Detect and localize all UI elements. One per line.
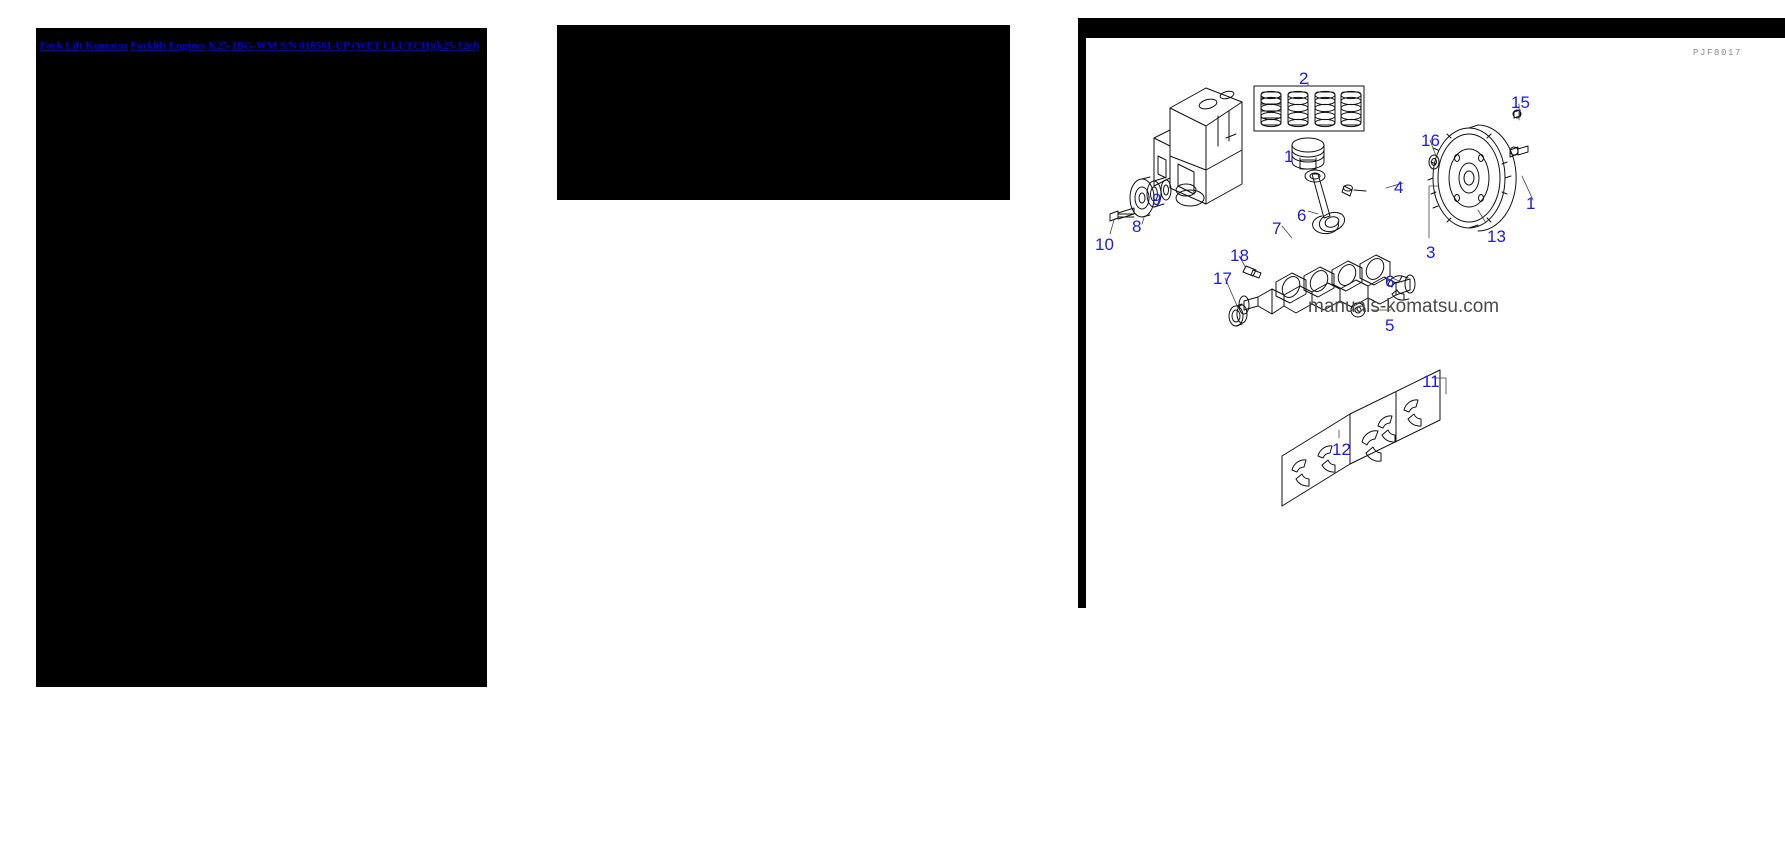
flywheel-bolt-drawing [1509, 109, 1529, 158]
exploded-view-drawing [1109, 81, 1534, 507]
content-panel-middle [557, 25, 1010, 200]
callout-8[interactable]: 8 [1132, 217, 1142, 236]
crank-bolt-drawing [1109, 207, 1135, 222]
cylinder-block-drawing [1153, 87, 1243, 207]
pilot-bearing-drawing [1428, 154, 1440, 170]
callout-11[interactable]: 11 [1422, 372, 1440, 391]
piston-drawing [1291, 137, 1325, 170]
diagram-part-code: PJF8017 [1693, 48, 1743, 58]
main-bearing-set-drawing [1281, 369, 1441, 507]
leader-lines [1109, 81, 1534, 439]
crank-pulley-drawing [1129, 176, 1172, 218]
callout-12[interactable]: 12 [1332, 440, 1351, 459]
callout-1[interactable]: 1 [1284, 147, 1294, 166]
parts-diagram-panel: PJF8017 [1078, 18, 1785, 618]
woodruff-key-drawing [1242, 265, 1262, 279]
connecting-rod-drawing [1304, 169, 1367, 235]
callout-3[interactable]: 3 [1426, 243, 1436, 262]
callout-6-lower[interactable]: 6 [1385, 272, 1395, 291]
flywheel-drawing [1427, 124, 1517, 232]
diagram-header-bar [1085, 18, 1785, 38]
callout-18[interactable]: 18 [1230, 246, 1249, 265]
callout-9[interactable]: 9 [1152, 190, 1162, 209]
callout-5[interactable]: 5 [1385, 316, 1395, 335]
diagram-left-rail [1078, 18, 1086, 608]
callout-13[interactable]: 13 [1487, 227, 1506, 246]
oil-seal-drawing [1228, 303, 1248, 327]
content-panel-left: Fork Lift Komatsu Forklift Engines K25-1BG… [36, 28, 487, 687]
callout-1-flywheel[interactable]: 1 [1526, 194, 1536, 213]
callout-7[interactable]: 7 [1272, 219, 1282, 238]
piston-ring-set-drawing [1253, 85, 1365, 132]
callout-15[interactable]: 15 [1511, 93, 1530, 112]
breadcrumb-link-forklift-engines[interactable]: Forklift Engines [130, 40, 206, 52]
diagram-canvas: 1 2 3 4 5 6 6 7 8 9 10 11 12 13 1 15 16 … [1086, 38, 1785, 618]
callout-4[interactable]: 4 [1394, 178, 1404, 197]
callout-10[interactable]: 10 [1095, 235, 1114, 254]
breadcrumb-link-model[interactable]: K25-1BG-WM S/N 018561-UP (WET CLUTCH)(k2… [208, 40, 480, 52]
callout-6-upper[interactable]: 6 [1297, 206, 1307, 225]
breadcrumb: Fork Lift Komatsu Forklift Engines K25-1BG… [40, 40, 479, 52]
thrust-washer-drawing [1350, 302, 1366, 318]
callout-16[interactable]: 16 [1421, 131, 1440, 150]
callout-17[interactable]: 17 [1213, 269, 1232, 288]
breadcrumb-link-fork-lift-komatsu[interactable]: Fork Lift Komatsu [40, 40, 128, 52]
callout-2[interactable]: 2 [1299, 69, 1309, 88]
